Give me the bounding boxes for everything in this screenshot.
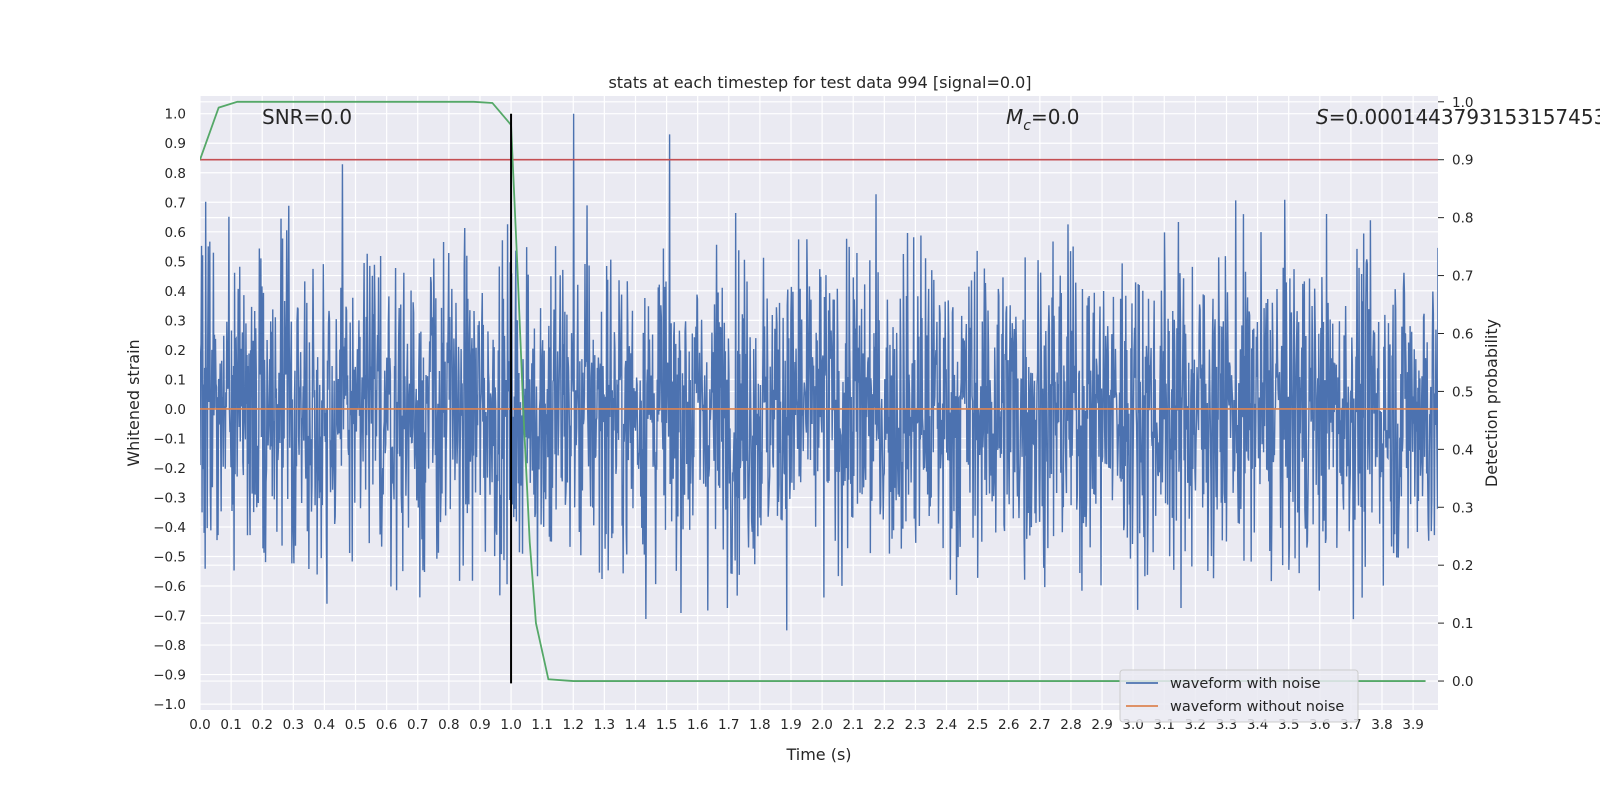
y-tick-label: −0.2 (153, 461, 186, 477)
x-tick-label: 1.2 (563, 717, 584, 733)
y2-axis-label: Detection probability (1482, 319, 1501, 487)
x-tick-label: 1.5 (656, 717, 677, 733)
annotation-chirp-mass-value: =0.0 (1031, 105, 1080, 129)
y-tick-label: −0.6 (153, 579, 186, 595)
legend: waveform with noise waveform without noi… (1119, 669, 1359, 723)
legend-label-noise: waveform with noise (1170, 676, 1321, 692)
x-tick-label: 0.2 (251, 717, 272, 733)
series-detection-probability (200, 100, 1426, 682)
x-tick-label: 2.5 (967, 717, 988, 733)
legend-label-clean: waveform without noise (1170, 699, 1344, 715)
x-tick-label: 0.9 (469, 717, 490, 733)
y-tick-label: 0.7 (165, 195, 186, 211)
y-tick-label: 0.6 (165, 225, 186, 241)
annotation-chirp-mass-subscript: c (1023, 118, 1031, 134)
y-tick-label: −0.1 (153, 431, 186, 447)
x-tick-label: 0.1 (220, 717, 241, 733)
x-tick-label: 0.3 (283, 717, 304, 733)
x-tick-label: 2.2 (874, 717, 895, 733)
y-axis-label: Whitened strain (124, 339, 143, 466)
y-tick-label: −0.7 (153, 609, 186, 625)
y2-tick-label: 1.0 (1452, 95, 1473, 111)
x-tick-label: 2.0 (811, 717, 832, 733)
y2-tick-labels: 1.0 0.9 0.8 0.7 0.6 0.5 0.4 0.3 0.2 0.1 0.0 (1452, 95, 1473, 690)
x-tick-label: 1.6 (687, 717, 708, 733)
y-tick-label: 1.0 (165, 107, 186, 123)
x-tick-label: 1.9 (780, 717, 801, 733)
x-tick-label: 0.0 (189, 717, 210, 733)
chart-title: stats at each timestep for test data 994… (608, 73, 1031, 92)
x-tick-label: 2.7 (1029, 717, 1050, 733)
y-tick-label: 0.2 (165, 343, 186, 359)
y-tick-label: 0.0 (165, 402, 186, 418)
x-tick-label: 2.4 (936, 717, 957, 733)
x-tick-label: 2.1 (842, 717, 863, 733)
x-tick-label: 0.5 (345, 717, 366, 733)
x-axis-label: Time (s) (785, 745, 851, 764)
y-tick-label: 0.4 (165, 284, 186, 300)
y2-tick-label: 0.4 (1452, 442, 1473, 458)
y2-tick-label: 0.2 (1452, 558, 1473, 574)
y-tick-label: −0.8 (153, 638, 186, 654)
y-tick-label: −0.4 (153, 520, 186, 536)
annotation-s: S=0.00014437931531574535 (1316, 105, 1600, 129)
annotation-snr: SNR=0.0 (262, 105, 352, 129)
y2-tick-label: 0.6 (1452, 326, 1473, 342)
x-tick-label: 1.0 (500, 717, 521, 733)
x-tick-label: 3.8 (1371, 717, 1392, 733)
y-tick-label: −0.3 (153, 490, 186, 506)
x-tick-label: 2.6 (998, 717, 1019, 733)
x-tick-label: 0.8 (438, 717, 459, 733)
x-tick-label: 2.3 (905, 717, 926, 733)
y-tick-label: 0.3 (165, 313, 186, 329)
y2-tick-label: 0.3 (1452, 500, 1473, 516)
annotation-s-value: =0.00014437931531574535 (1329, 105, 1600, 129)
y2-tick-label: 0.9 (1452, 153, 1473, 169)
x-tick-label: 1.4 (625, 717, 646, 733)
x-tick-label: 2.9 (1091, 717, 1112, 733)
y2-tick-label: 0.5 (1452, 384, 1473, 400)
y2-tick-label: 0.7 (1452, 269, 1473, 285)
y-tick-label: −0.5 (153, 550, 186, 566)
y-tick-label: 0.8 (165, 166, 186, 182)
x-tick-label: 2.8 (1060, 717, 1081, 733)
x-tick-label: 0.6 (376, 717, 397, 733)
y-tick-label: 0.9 (165, 136, 186, 152)
x-tick-label: 1.7 (718, 717, 739, 733)
y-tick-labels: 1.0 0.9 0.8 0.7 0.6 0.5 0.4 0.3 0.2 0.1 0.0 −0.1 −0.… (153, 107, 186, 713)
series-waveform-with-noise (200, 113, 1438, 631)
annotation-chirp-mass: Mc=0.0 (1006, 105, 1080, 134)
x-tick-label: 0.4 (314, 717, 335, 733)
legend-box (1119, 669, 1359, 723)
x-tick-label: 1.1 (531, 717, 552, 733)
x-tick-label: 0.7 (407, 717, 428, 733)
y-tick-label: 0.5 (165, 254, 186, 270)
x-tick-label: 1.8 (749, 717, 770, 733)
y-tick-label: 0.1 (165, 372, 186, 388)
annotation-s-symbol: S (1316, 105, 1329, 129)
y-tick-label: −0.9 (153, 668, 186, 684)
y2-tick-label: 0.8 (1452, 211, 1473, 227)
x-tick-label: 3.9 (1402, 717, 1423, 733)
annotation-chirp-mass-symbol: M (1006, 105, 1023, 129)
y2-tick-label: 0.0 (1452, 674, 1473, 690)
y-tick-label: −1.0 (153, 697, 186, 713)
y2-tick-label: 0.1 (1452, 616, 1473, 632)
x-tick-label: 1.3 (594, 717, 615, 733)
